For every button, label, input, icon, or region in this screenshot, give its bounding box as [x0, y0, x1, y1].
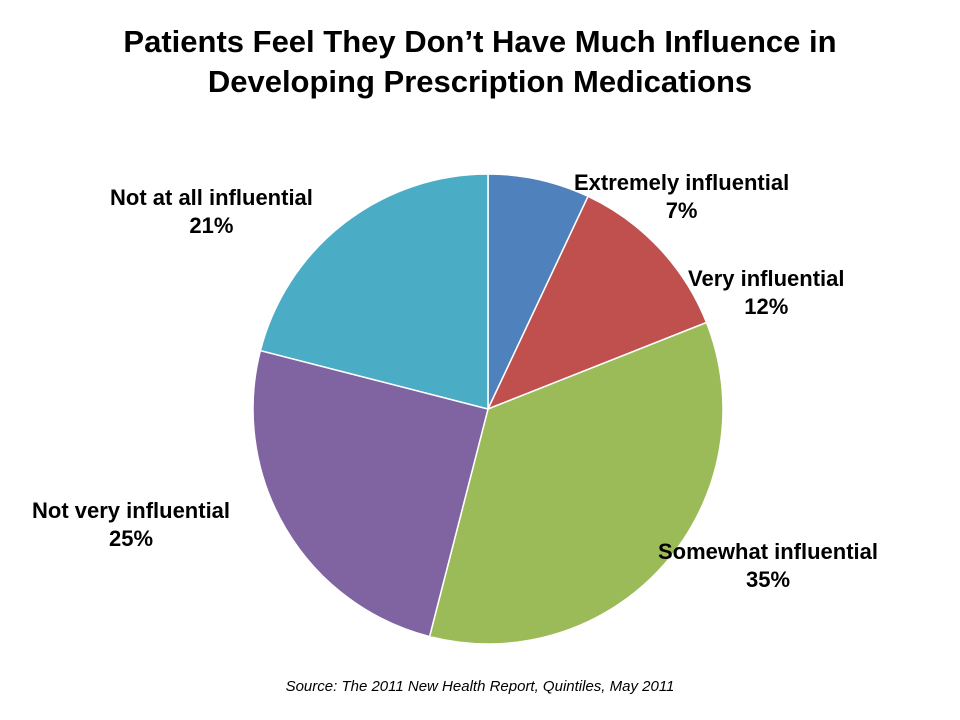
label-very-influential: Very influential 12%: [688, 265, 845, 321]
source-note: Source: The 2011 New Health Report, Quin…: [285, 678, 675, 695]
pie-slice-very-influential: [486, 195, 708, 411]
label-value: 12%: [744, 294, 789, 319]
pie-slice-somewhat-influential: [428, 321, 724, 645]
pie-slice-not-very-influential: [252, 349, 489, 638]
chart-title-line-2: Developing Prescription Medications: [207, 64, 753, 99]
pie-slice-not-at-all-influential: [259, 173, 489, 410]
label-category: Somewhat influential: [658, 539, 879, 564]
label-not-very-influential: Not very influential 25%: [32, 497, 230, 553]
label-value: 21%: [189, 213, 234, 238]
label-category: Very influential: [688, 266, 845, 291]
label-somewhat-influential: Somewhat influential 35%: [658, 538, 878, 594]
chart-title: Patients Feel They Don’t Have Much Influ…: [0, 22, 960, 102]
label-value: 25%: [109, 526, 154, 551]
label-category: Not at all influential: [110, 185, 313, 210]
label-extremely-influential: Extremely influential 7%: [574, 169, 789, 225]
pie-slice-extremely-influential: [487, 173, 590, 410]
label-value: 7%: [665, 198, 698, 223]
label-not-at-all-influential: Not at all influential 21%: [110, 184, 313, 240]
chart-title-line-1: Patients Feel They Don’t Have Much Influ…: [123, 24, 837, 59]
label-value: 35%: [745, 567, 791, 592]
label-category: Extremely influential: [574, 170, 790, 195]
label-category: Not very influential: [32, 498, 231, 523]
